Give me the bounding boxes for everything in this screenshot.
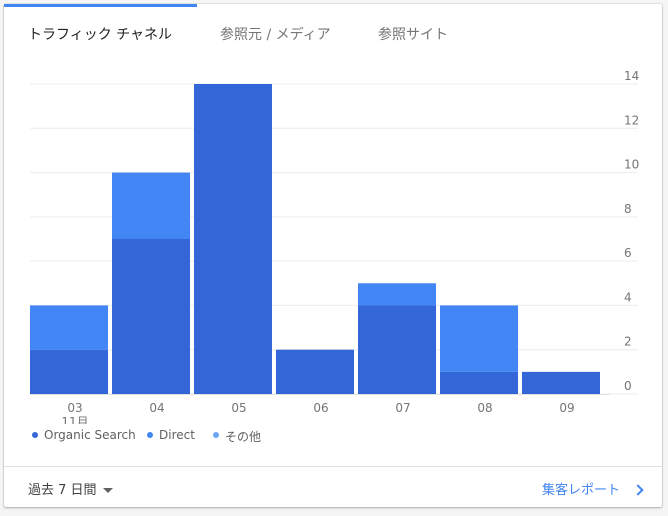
active-tab-indicator (4, 4, 197, 7)
bar-organic-search-07 (358, 305, 436, 394)
legend-label-direct: Direct (159, 428, 195, 442)
y-tick-label: 8 (624, 202, 632, 216)
acquisition-report-label: 集客レポート (541, 483, 620, 498)
tab-referrals[interactable]: 参照サイト (378, 27, 448, 43)
legend-swatch-organic-search (32, 432, 38, 438)
y-tick-label: 14 (624, 69, 639, 83)
y-tick-label: 10 (624, 158, 639, 172)
x-tick-label: 06 (313, 401, 328, 415)
traffic-bar-chart: 0 2 4 6 8 10 12 14 03 04 05 06 07 08 09 11月 (30, 69, 639, 429)
card-footer: 過去 7 日間 集客レポート (4, 466, 662, 507)
x-month-label: 11月 (61, 415, 88, 424)
bar-organic-search-05 (194, 84, 272, 394)
x-tick-label: 07 (395, 401, 410, 415)
bar-direct-03 (30, 305, 108, 350)
dropdown-caret-icon (102, 488, 113, 493)
legend-label-other: その他 (225, 430, 262, 444)
traffic-channel-card: トラフィック チャネル 参照元 / メディア 参照サイト 0 2 4 6 8 10 12 14… (4, 4, 662, 507)
x-tick-label: 04 (149, 401, 164, 415)
bar-direct-04 (112, 172, 190, 239)
bar-organic-search-09 (522, 371, 600, 394)
legend-swatch-direct (147, 432, 153, 438)
y-tick-label: 4 (624, 290, 632, 304)
chevron-right-icon (632, 483, 644, 496)
y-tick-label: 12 (624, 113, 639, 127)
x-tick-label: 09 (559, 401, 574, 415)
legend-label-organic-search: Organic Search (44, 428, 136, 442)
bar-direct-07 (358, 283, 436, 306)
x-tick-label: 08 (477, 401, 492, 415)
x-tick-label: 03 (67, 401, 82, 415)
legend-swatch-other (213, 432, 219, 438)
y-tick-label: 0 (624, 379, 632, 393)
x-tick-label: 05 (231, 401, 246, 415)
tab-source-medium[interactable]: 参照元 / メディア (220, 27, 331, 43)
bar-organic-search-03 (30, 349, 108, 394)
date-range-selector[interactable]: 過去 7 日間 (28, 479, 113, 498)
bar-organic-search-08 (440, 371, 518, 394)
bar-direct-08 (440, 305, 518, 372)
bar-organic-search-06 (276, 349, 354, 394)
y-tick-label: 6 (624, 246, 632, 260)
tab-bar: トラフィック チャネル 参照元 / メディア 参照サイト (4, 4, 662, 62)
acquisition-report-link[interactable]: 集客レポート (541, 479, 644, 498)
date-range-label: 過去 7 日間 (28, 483, 97, 498)
tab-traffic-channel[interactable]: トラフィック チャネル (28, 27, 173, 43)
bar-organic-search-04 (112, 239, 190, 394)
chart-area: 0 2 4 6 8 10 12 14 03 04 05 06 07 08 09 11月 (4, 64, 662, 429)
y-tick-label: 2 (624, 335, 632, 349)
